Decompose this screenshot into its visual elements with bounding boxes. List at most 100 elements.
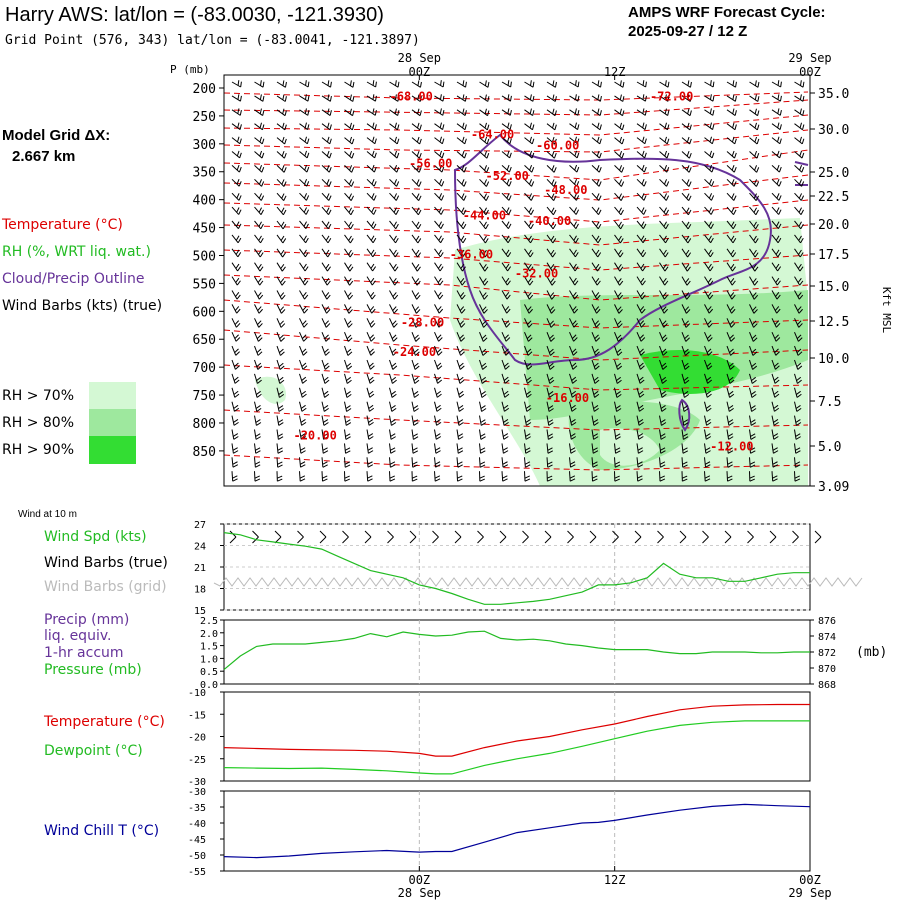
wind-barb [524,304,533,314]
wind-barb [501,429,509,440]
wind-barb [389,276,399,286]
wind-barb [479,192,490,201]
wind-barb [299,401,307,412]
wind-barb [794,318,803,328]
legend-dewpoint-series: Dewpoint (°C) [44,743,143,759]
wind-barb [726,290,736,300]
wind-chill-line [223,803,811,859]
time-tick-label: 00Z [799,873,821,887]
wind-barb [591,276,601,286]
wind-barb [659,234,669,244]
pressure-tick-label: 450 [193,222,216,237]
wind-barb [704,94,715,102]
wind-barb [411,206,422,216]
wind-barb-true [589,530,597,544]
wind-barb [321,248,332,258]
wind-barb [254,290,264,300]
wind-barb [794,387,802,398]
wind-barb [794,234,804,244]
wind-barb [546,94,557,102]
wind-barb [681,345,690,356]
wind-barb [726,150,737,159]
wind-barb [254,206,264,215]
y-tick-label: -35 [188,803,206,814]
wind-barb [344,136,355,145]
page-title: Harry AWS: lat/lon = (-83.0030, -121.393… [5,4,384,26]
wind-barb [501,206,512,215]
wind-barb [456,304,466,314]
wind-barb [749,80,760,88]
wind-barb [501,373,510,384]
wind-barb [681,136,692,145]
wind-barb [389,443,396,454]
wind-barb [366,80,377,88]
time-tick-label: 12Z [604,65,626,79]
temperature-contour [223,99,809,116]
wind-barb [771,262,782,272]
wind-barb [524,401,532,412]
wind-barb [456,108,467,116]
wind-barb [366,443,374,454]
wind-barb [614,443,621,454]
wind-barb [614,401,622,412]
wind-barb [299,248,309,258]
wind-barb [254,457,261,468]
wind-barb [321,206,332,215]
wind-barb [614,345,623,356]
wind-barb [479,262,489,272]
wind-barb [546,387,555,398]
wind-barb [479,178,490,187]
wind-barb [254,192,265,201]
wind-barb [704,262,714,272]
wind-barb [569,429,577,440]
wind-barb [726,206,737,215]
wind-barb [299,290,309,300]
wind-barb [231,108,242,116]
wind-barb [456,457,463,468]
pressure-tick-label-right: 874 [818,632,836,643]
wind-barb [366,150,377,159]
y-tick-label: -30 [188,777,206,788]
wind-barb [231,122,242,130]
y-tick-label: 18 [194,585,206,596]
wind-barb [479,318,488,328]
kft-tick-label: 25.0 [818,166,849,181]
wind-barb [546,401,554,412]
temperature-contour-label: -44.00 [463,208,506,222]
wind-barb [411,290,421,300]
wind-barb [749,373,757,384]
wind-barb [276,136,287,145]
wind-barb [434,345,443,356]
wind-barb [569,290,579,300]
wind-barb [434,206,445,215]
wind-barb [456,276,466,286]
wind-barb [659,220,669,230]
forecast-cycle-date: 2025-09-27 / 12 Z [628,23,748,40]
wind-barb [681,276,691,286]
wind-barb [569,331,578,342]
wind-barb [411,443,419,454]
grid-spacing-value: 2.667 km [12,148,76,165]
wind-barb [389,206,399,215]
wind-barb [681,192,692,201]
wind-barb [614,471,620,482]
wind-barb [659,429,666,440]
wind-barb [254,80,265,88]
wind-speed-line [223,532,810,605]
kft-tick-label: 15.0 [818,280,849,295]
temperature-line [223,703,810,757]
wind-barb [501,471,508,482]
wind-barb [389,304,398,314]
wind-barb [501,276,511,286]
wind-barb [299,415,307,426]
wind-barb [366,220,377,229]
temperature-contour [223,174,809,201]
wind-barb [276,94,287,102]
wind-barb [231,373,240,384]
wind-barb-true [342,530,349,544]
wind-barb [389,108,400,116]
wind-barb [411,80,422,88]
wind-barb [794,443,801,454]
wind-barb [254,136,265,145]
wind-barb [524,290,534,300]
